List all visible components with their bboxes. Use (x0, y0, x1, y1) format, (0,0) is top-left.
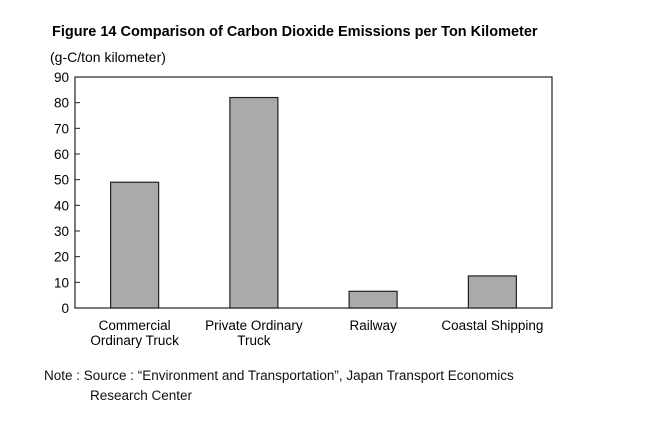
y-tick-label: 60 (54, 147, 69, 162)
x-category-label: Coastal Shipping (441, 318, 543, 333)
bar (229, 96, 279, 309)
y-tick-label: 80 (54, 96, 69, 111)
source-note-line-1: Note : Source : “Environment and Transpo… (44, 368, 514, 383)
y-tick-label: 10 (54, 275, 69, 290)
x-category-label: Truck (237, 333, 270, 348)
y-tick-label: 50 (54, 173, 69, 188)
chart-title: Figure 14 Comparison of Carbon Dioxide E… (52, 24, 538, 40)
bar (348, 290, 398, 309)
y-tick-label: 40 (54, 198, 69, 213)
source-note: Note : Source : “Environment and Transpo… (44, 366, 514, 406)
x-category-label: Private Ordinary (205, 318, 303, 333)
bars (110, 96, 517, 309)
x-category-label: Commercial (99, 318, 171, 333)
y-unit-label: (g-C/ton kilometer) (50, 49, 166, 65)
y-tick-label: 0 (61, 301, 69, 316)
bar (110, 181, 160, 309)
y-axis: 0 10 20 30 40 50 60 70 80 90 (54, 70, 80, 316)
source-note-line-2: Research Center (90, 388, 193, 403)
y-tick-label: 70 (54, 121, 69, 136)
plot-frame (74, 76, 553, 309)
y-tick-label: 20 (54, 250, 69, 265)
y-tick-label: 30 (54, 224, 69, 239)
x-category-label: Railway (349, 318, 397, 333)
plot-area (74, 76, 553, 309)
x-category-label: Ordinary Truck (90, 333, 179, 348)
bar (467, 275, 517, 309)
y-tick-label: 90 (54, 70, 69, 85)
